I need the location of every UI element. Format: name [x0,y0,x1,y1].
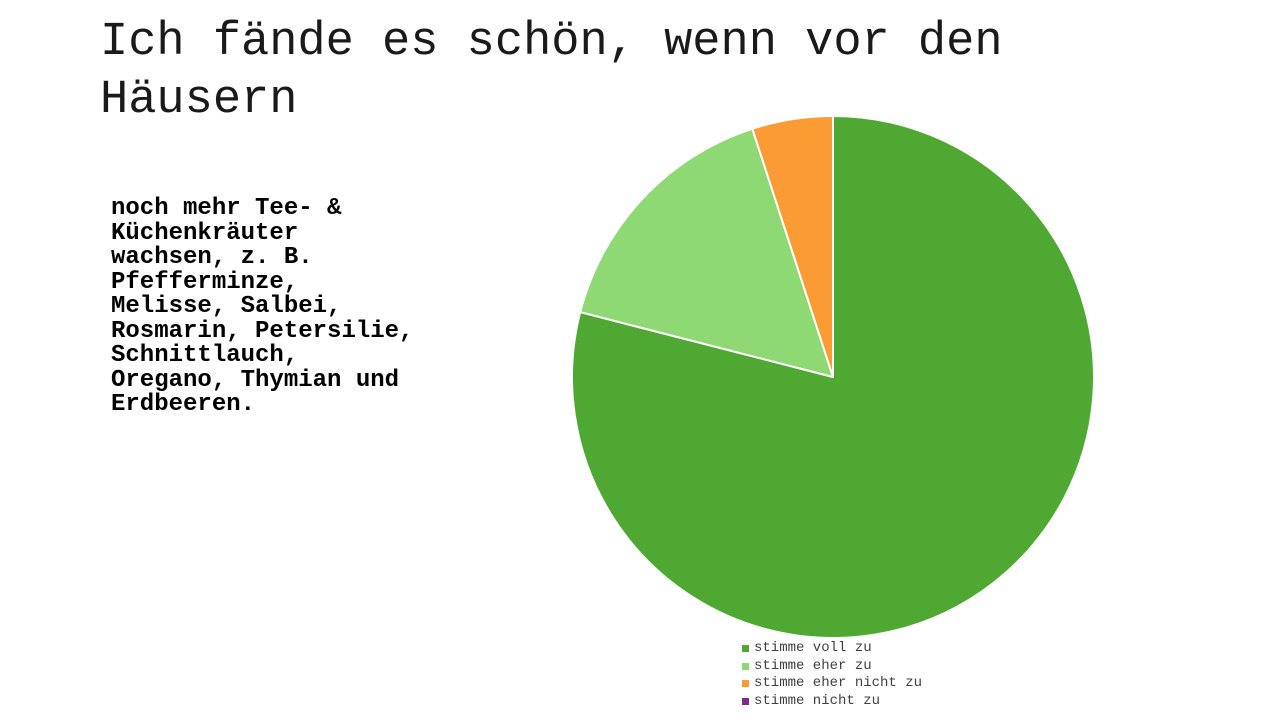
pie-slice-stimme-eher-zu [579,127,834,378]
chart-legend: stimme voll zu stimme eher zu stimme ehe… [742,640,922,710]
legend-label: stimme eher nicht zu [754,675,923,691]
legend-item-stimme-eher-nicht-zu: stimme eher nicht zu [742,675,922,693]
legend-swatch [742,645,749,653]
legend-item-stimme-eher-zu: stimme eher zu [742,658,922,676]
legend-label: stimme nicht zu [754,692,881,709]
pie-slice-stimme-eher-nicht-zu [751,115,834,378]
legend-item-stimme-voll-zu: stimme voll zu [742,640,922,658]
legend-swatch [742,680,749,688]
legend-label: stimme eher zu [754,657,872,674]
slide-title: Ich fände es schön, wenn vor den Häusern [100,16,1003,127]
legend-label: stimme voll zu [754,640,872,656]
legend-item-stimme-nicht-zu: stimme nicht zu [742,693,922,711]
legend-swatch [742,662,749,670]
pie-slice-stimme-voll-zu [571,115,1095,639]
statement-text: noch mehr Tee- & Küchenkräuter wachsen, … [111,195,414,418]
legend-swatch [742,697,749,705]
